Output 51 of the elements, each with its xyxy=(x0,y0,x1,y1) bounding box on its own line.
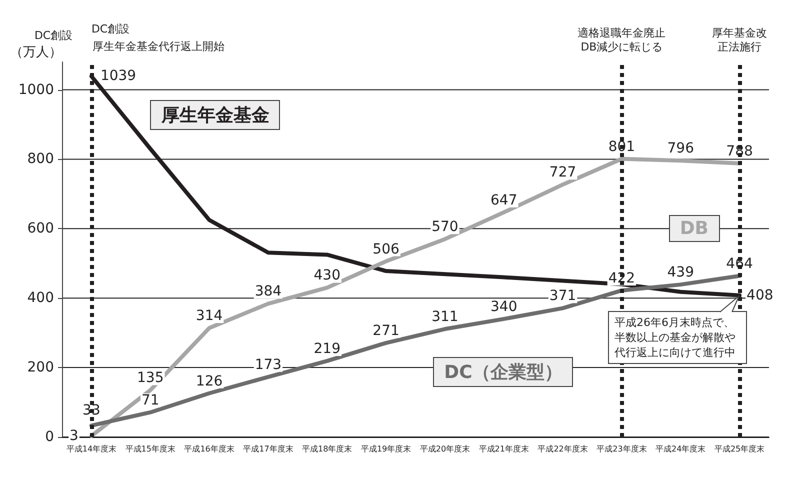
data-label: 271 xyxy=(372,322,400,339)
series-label: 厚生年金基金 xyxy=(150,100,280,130)
y-tick-label: 200 xyxy=(27,360,54,376)
text: DB xyxy=(668,214,720,242)
x-tick-label: 平成17年度末 xyxy=(243,444,294,454)
y-tick-label: 400 xyxy=(27,290,54,306)
data-label: 71 xyxy=(141,392,160,408)
y-tick-label: 1000 xyxy=(18,82,54,98)
data-label: 135 xyxy=(137,370,164,386)
ref-line-label: DC創設 xyxy=(91,22,130,36)
data-label: 173 xyxy=(254,356,282,373)
data-label: 727 xyxy=(549,164,576,181)
x-tick-label: 平成19年度末 xyxy=(360,444,412,454)
data-label: 3 xyxy=(70,428,78,444)
y-tick-label: 800 xyxy=(27,151,54,168)
data-label: 371 xyxy=(549,288,576,304)
ref-line-label: 厚年基金改正法施行 xyxy=(712,26,768,54)
data-label: 219 xyxy=(314,340,340,357)
data-label: 126 xyxy=(196,373,223,390)
data-label: 647 xyxy=(490,192,518,208)
data-label: 314 xyxy=(196,308,223,324)
data-label: 430 xyxy=(314,268,340,284)
data-label: 33 xyxy=(82,402,100,419)
annotation: 平成26年6月末時点で、半数以上の基金が解散や代行返上に向けて進行中 xyxy=(608,311,747,364)
data-label: 796 xyxy=(667,140,694,157)
y-tick-label: 600 xyxy=(27,220,54,237)
data-label: 439 xyxy=(667,264,694,281)
text: 厚生年金基金代行返上開始 xyxy=(92,39,224,54)
data-label: 506 xyxy=(372,241,400,258)
data-label: 384 xyxy=(254,284,282,300)
data-label: 340 xyxy=(490,298,518,315)
x-tick-label: 平成22年度末 xyxy=(538,444,588,454)
y-tick-label: 0 xyxy=(45,429,54,445)
data-label: 801 xyxy=(608,138,636,155)
data-label: 408 xyxy=(746,287,774,304)
x-tick-label: 平成23年度末 xyxy=(596,444,647,454)
y-axis-title: （万人） xyxy=(10,44,62,59)
x-tick-label: 平成14年度末 xyxy=(66,444,117,454)
data-label: 570 xyxy=(432,219,458,236)
x-tick-label: 平成15年度末 xyxy=(125,444,176,454)
ref-line-label: 適格退職年金廃止DB減少に転じる xyxy=(578,26,666,54)
data-label: 311 xyxy=(432,309,458,326)
x-tick-label: 平成24年度末 xyxy=(656,444,706,454)
x-tick-label: 平成21年度末 xyxy=(478,444,529,454)
data-label: 1039 xyxy=(100,68,136,84)
series-label: DC（企業型） xyxy=(433,357,574,388)
x-tick-label: 平成20年度末 xyxy=(420,444,470,454)
x-tick-label: 平成16年度末 xyxy=(184,444,234,454)
x-tick-label: 平成25年度末 xyxy=(714,444,765,454)
x-tick-label: 平成18年度末 xyxy=(302,444,352,454)
text: DC創設 xyxy=(34,28,73,43)
